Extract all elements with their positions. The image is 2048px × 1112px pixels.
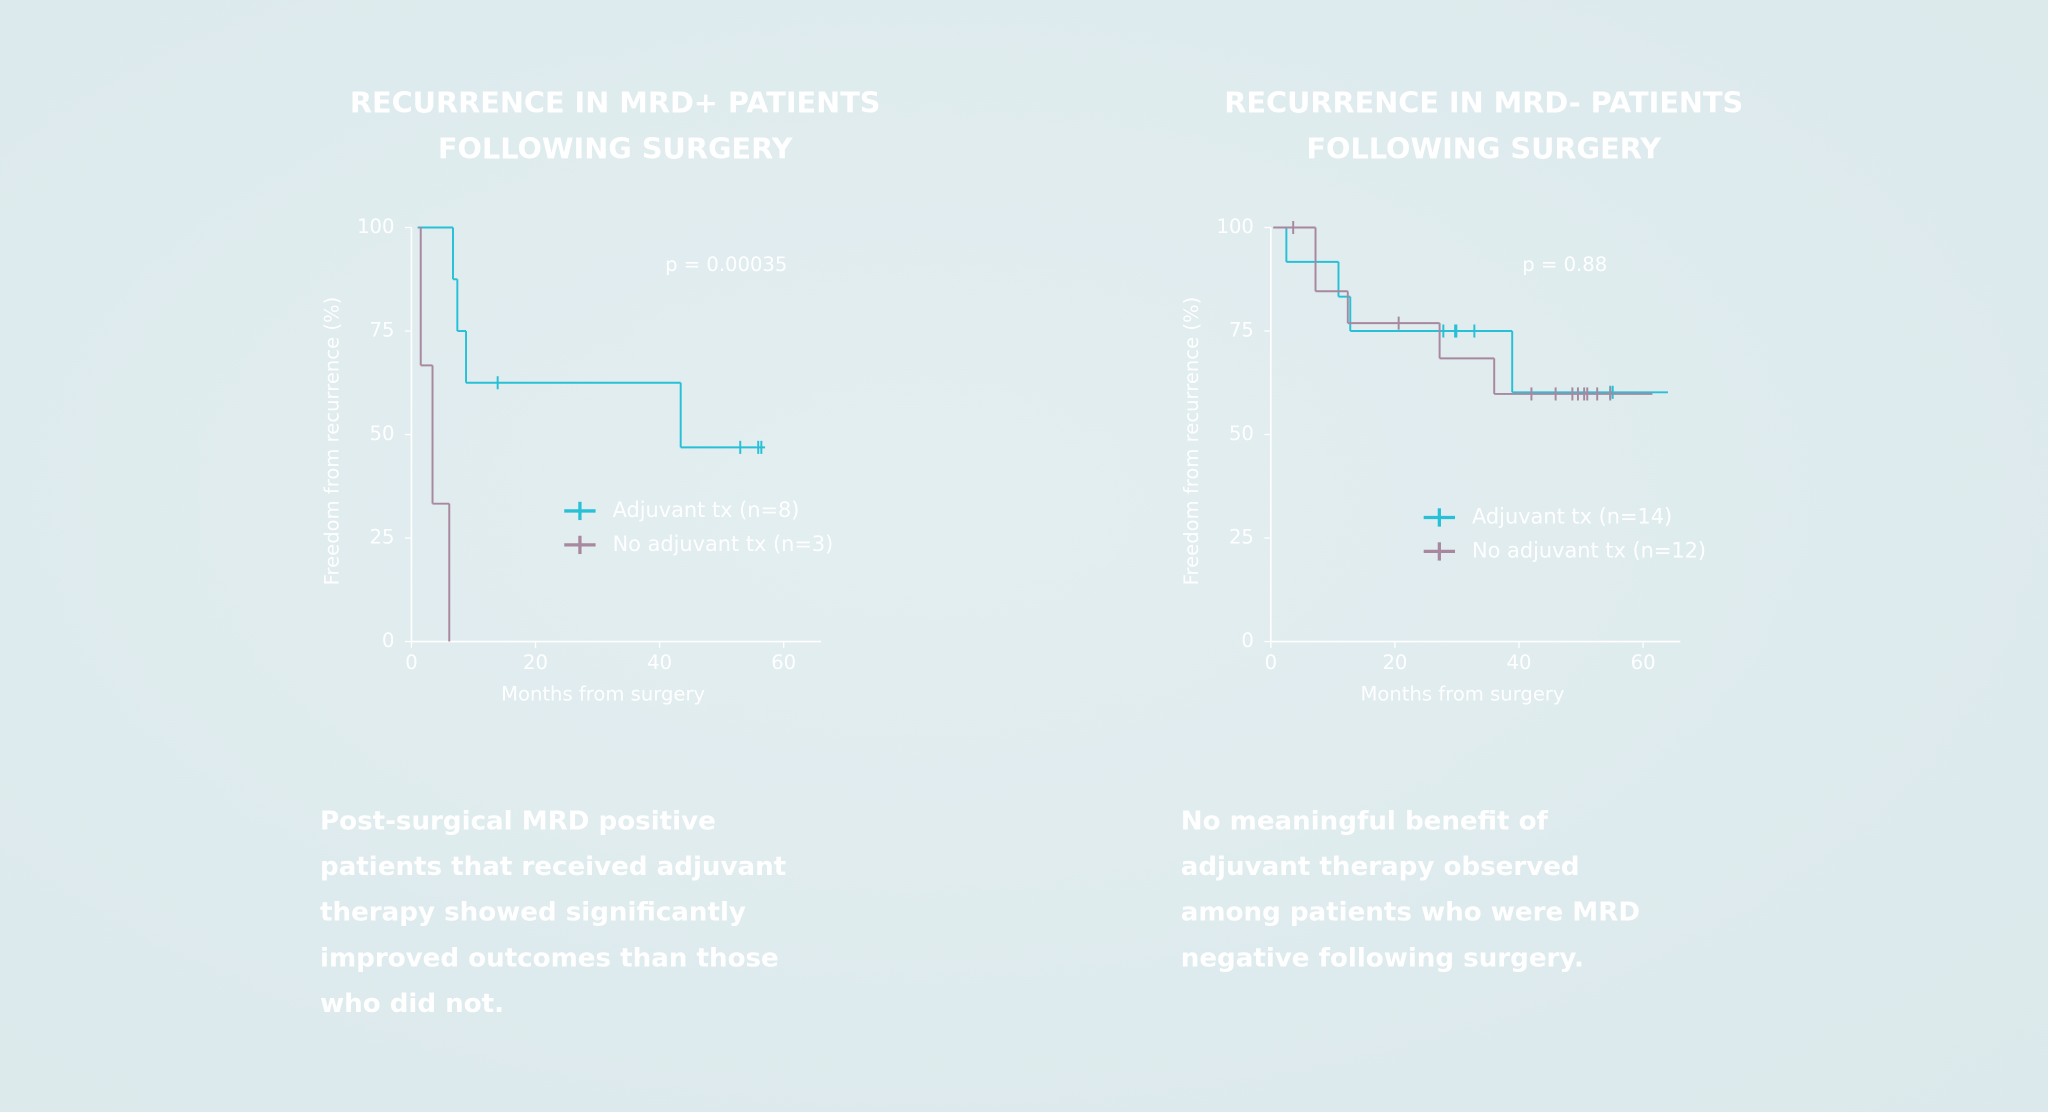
x-tick-label: 20 <box>1382 651 1407 674</box>
legend-label: Adjuvant tx (n=8) <box>613 498 800 522</box>
y-tick-label: 75 <box>370 319 395 342</box>
x-tick-label: 0 <box>405 651 417 674</box>
caption: therapy showed significantly <box>320 898 746 928</box>
caption: negative following surgery. <box>1181 943 1584 973</box>
x-tick-label: 40 <box>1507 651 1532 674</box>
caption: among patients who were MRD <box>1181 898 1640 928</box>
y-tick-label: 50 <box>370 422 395 445</box>
y-tick-label: 0 <box>382 629 394 652</box>
legend-label: No adjuvant tx (n=3) <box>613 532 834 556</box>
legend-label: No adjuvant tx (n=12) <box>1472 538 1706 562</box>
y-axis-label: Freedom from recurrence (%) <box>1180 297 1203 586</box>
y-tick-label: 25 <box>370 526 395 549</box>
x-axis-label: Months from surgery <box>1361 683 1565 706</box>
y-axis-label: Freedom from recurrence (%) <box>321 297 344 586</box>
y-tick-label: 25 <box>1229 526 1254 549</box>
x-tick-label: 60 <box>771 651 796 674</box>
x-tick-label: 20 <box>523 651 548 674</box>
caption: who did not. <box>320 989 504 1019</box>
x-tick-label: 0 <box>1265 651 1277 674</box>
legend-label: Adjuvant tx (n=14) <box>1472 504 1672 528</box>
y-tick-label: 100 <box>357 215 394 238</box>
p-value: p = 0.88 <box>1522 253 1607 276</box>
y-tick-label: 75 <box>1229 319 1254 342</box>
y-tick-label: 100 <box>1217 215 1254 238</box>
p-value: p = 0.00035 <box>665 253 787 276</box>
chart-title: RECURRENCE IN MRD- PATIENTS <box>1224 86 1743 120</box>
caption: Post-surgical MRD positive <box>320 806 716 836</box>
y-tick-label: 50 <box>1229 422 1254 445</box>
x-tick-label: 40 <box>647 651 672 674</box>
caption: improved outcomes than those <box>320 943 779 973</box>
y-tick-label: 0 <box>1241 629 1253 652</box>
chart-title: FOLLOWING SURGERY <box>438 131 794 165</box>
chart-title: RECURRENCE IN MRD+ PATIENTS <box>350 86 881 120</box>
x-tick-label: 60 <box>1631 651 1656 674</box>
x-axis-label: Months from surgery <box>501 683 705 706</box>
caption: No meaningful benefit of <box>1181 806 1549 836</box>
chart-title: FOLLOWING SURGERY <box>1306 131 1662 165</box>
caption: adjuvant therapy observed <box>1181 852 1580 882</box>
caption: patients that received adjuvant <box>320 852 786 882</box>
